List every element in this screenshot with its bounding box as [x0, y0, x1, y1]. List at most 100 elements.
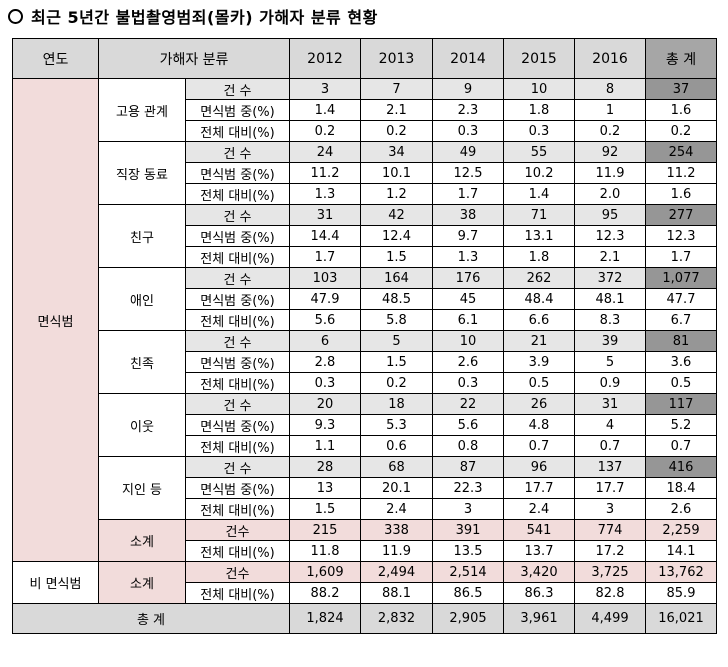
row-metric-label: 면식범 중(%) [185, 288, 290, 310]
value-cell: 49 [432, 141, 504, 163]
value-cell: 0.6 [360, 435, 433, 457]
row-metric-label: 면식범 중(%) [185, 225, 290, 247]
value-cell: 137 [574, 456, 646, 478]
value-cell: 5 [360, 330, 433, 352]
row-metric-label: 전체 대비(%) [185, 435, 290, 457]
header-year-2014: 2014 [432, 38, 504, 79]
subtotal-label: 소계 [98, 561, 186, 604]
value-cell: 1.7 [432, 183, 504, 205]
value-cell: 1.4 [503, 183, 575, 205]
row-metric-label: 면식범 중(%) [185, 477, 290, 499]
total-cell: 1.6 [645, 183, 717, 205]
table-row: 친족 건 수 6 5 10 21 39 81 [13, 330, 717, 394]
value-cell: 1.1 [289, 435, 361, 457]
value-cell: 13.1 [503, 225, 575, 247]
header-year-2015: 2015 [503, 38, 575, 79]
value-cell: 10 [432, 330, 504, 352]
value-cell: 17.7 [574, 477, 646, 499]
table-row: 이웃 건 수 20 18 22 26 31 117 [13, 393, 717, 457]
value-cell: 8.3 [574, 309, 646, 331]
total-cell: 277 [645, 204, 717, 226]
page-title: 최근 5년간 불법촬영범죄(몰카) 가해자 분류 현황 [8, 4, 378, 28]
value-cell: 39 [574, 330, 646, 352]
total-cell: 18.4 [645, 477, 717, 499]
value-cell: 71 [503, 204, 575, 226]
title-text: 최근 5년간 불법촬영범죄(몰카) 가해자 분류 현황 [31, 8, 378, 27]
value-cell: 10.1 [360, 162, 433, 184]
row-metric-label: 면식범 중(%) [185, 414, 290, 436]
value-cell: 1,609 [289, 561, 361, 583]
row-metric-label: 전체 대비(%) [185, 246, 290, 268]
value-cell: 6 [289, 330, 361, 352]
value-cell: 8 [574, 78, 646, 100]
grand-total-value: 2,832 [360, 603, 433, 634]
header-year-2012: 2012 [289, 38, 361, 79]
total-cell: 1.6 [645, 99, 717, 121]
category-label: 지인 등 [98, 456, 186, 520]
value-cell: 11.9 [360, 540, 433, 562]
value-cell: 31 [289, 204, 361, 226]
value-cell: 0.3 [432, 120, 504, 142]
value-cell: 9.3 [289, 414, 361, 436]
value-cell: 2.8 [289, 351, 361, 373]
row-metric-label: 전체 대비(%) [185, 582, 290, 604]
grand-total-value: 4,499 [574, 603, 646, 634]
value-cell: 92 [574, 141, 646, 163]
total-cell: 1.7 [645, 246, 717, 268]
value-cell: 34 [360, 141, 433, 163]
value-cell: 12.3 [574, 225, 646, 247]
value-cell: 21 [503, 330, 575, 352]
value-cell: 2.3 [432, 99, 504, 121]
header-classification: 가해자 분류 [98, 38, 290, 79]
value-cell: 391 [432, 519, 504, 541]
value-cell: 2,494 [360, 561, 433, 583]
value-cell: 1.5 [360, 351, 433, 373]
value-cell: 86.5 [432, 582, 504, 604]
value-cell: 2.4 [503, 498, 575, 520]
value-cell: 176 [432, 267, 504, 289]
value-cell: 6.6 [503, 309, 575, 331]
value-cell: 1.5 [360, 246, 433, 268]
value-cell: 18 [360, 393, 433, 415]
category-label: 친구 [98, 204, 186, 268]
value-cell: 86.3 [503, 582, 575, 604]
total-cell: 81 [645, 330, 717, 352]
total-cell: 12.3 [645, 225, 717, 247]
category-label: 친족 [98, 330, 186, 394]
row-metric-label: 전체 대비(%) [185, 309, 290, 331]
value-cell: 5 [574, 351, 646, 373]
value-cell: 5.8 [360, 309, 433, 331]
value-cell: 0.7 [503, 435, 575, 457]
value-cell: 0.2 [289, 120, 361, 142]
value-cell: 17.7 [503, 477, 575, 499]
value-cell: 88.1 [360, 582, 433, 604]
value-cell: 1.2 [360, 183, 433, 205]
total-cell: 14.1 [645, 540, 717, 562]
total-cell: 5.2 [645, 414, 717, 436]
value-cell: 6.1 [432, 309, 504, 331]
total-cell: 85.9 [645, 582, 717, 604]
total-cell: 0.5 [645, 372, 717, 394]
value-cell: 2.0 [574, 183, 646, 205]
value-cell: 12.5 [432, 162, 504, 184]
value-cell: 22 [432, 393, 504, 415]
group-label-face: 면식범 [12, 78, 99, 562]
table-row: 면식범 고용 관계 건 수 3 7 9 10 8 37 [12, 78, 717, 562]
value-cell: 68 [360, 456, 433, 478]
header-year-2013: 2013 [360, 38, 433, 79]
circle-bullet-icon [8, 9, 23, 24]
row-metric-label: 면식범 중(%) [185, 351, 290, 373]
value-cell: 31 [574, 393, 646, 415]
value-cell: 4.8 [503, 414, 575, 436]
value-cell: 3 [432, 498, 504, 520]
row-metric-label: 건 수 [185, 141, 290, 163]
row-metric-label: 전체 대비(%) [185, 540, 290, 562]
value-cell: 3,420 [503, 561, 575, 583]
value-cell: 0.3 [432, 372, 504, 394]
value-cell: 87 [432, 456, 504, 478]
value-cell: 13 [289, 477, 361, 499]
value-cell: 372 [574, 267, 646, 289]
value-cell: 11.8 [289, 540, 361, 562]
value-cell: 95 [574, 204, 646, 226]
table-row: 전체 대비(%) 1.7 1.5 1.3 1.8 2.1 1.7 [13, 246, 717, 268]
